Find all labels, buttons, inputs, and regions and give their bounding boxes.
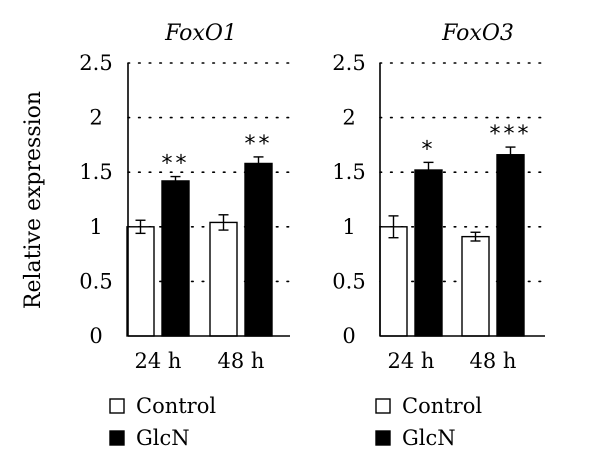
bar-control-24h bbox=[126, 226, 155, 337]
bar-control-48h bbox=[209, 221, 238, 337]
significance-label: * bbox=[422, 137, 436, 162]
significance-label: *** bbox=[490, 122, 532, 147]
bar-glcn-24h bbox=[161, 180, 190, 337]
y-tick-label: 2 bbox=[89, 106, 102, 130]
legend-label-glcn: GlcN bbox=[402, 426, 456, 450]
bar-control-48h bbox=[461, 235, 490, 337]
y-tick-label: 0.5 bbox=[79, 269, 112, 293]
category-label: 48 h bbox=[470, 349, 517, 373]
legend-label-control: Control bbox=[136, 394, 216, 418]
axes bbox=[127, 63, 290, 337]
bar-glcn-24h bbox=[414, 169, 443, 337]
legend-swatch-control bbox=[109, 398, 125, 414]
category-labels: 24 h 48 h bbox=[135, 349, 265, 373]
axes bbox=[379, 63, 545, 337]
y-tick-label: 0 bbox=[89, 324, 102, 348]
y-tick-label: 1 bbox=[342, 215, 355, 239]
panel-foxo3: FoxO3 00.511.522.5 **** 24 h 48 h Control… bbox=[332, 21, 546, 450]
bar-glcn-48h bbox=[496, 154, 525, 337]
category-label: 24 h bbox=[135, 349, 182, 373]
panel-title: FoxO3 bbox=[441, 21, 514, 46]
y-tick-labels: 0 0.5 1 1.5 2 2.5 bbox=[79, 51, 112, 348]
legend-swatch-glcn bbox=[109, 430, 125, 446]
category-label: 24 h bbox=[388, 349, 435, 373]
y-tick-label: 0 bbox=[342, 324, 355, 348]
bars: **** bbox=[379, 122, 532, 337]
legend-label-glcn: GlcN bbox=[136, 426, 190, 450]
panel-foxo1: FoxO1 Relative expression 0 0.5 1 1.5 2 2.5 *… bbox=[21, 21, 291, 450]
y-tick-label: 2.5 bbox=[79, 51, 112, 75]
y-tick-label: 1 bbox=[89, 215, 102, 239]
y-tick-label: 2 bbox=[342, 106, 355, 130]
bar-control-24h bbox=[379, 226, 408, 337]
panel-title: FoxO1 bbox=[164, 21, 237, 46]
y-tick-label: 1.5 bbox=[79, 160, 112, 184]
y-axis-label: Relative expression bbox=[21, 91, 46, 309]
significance-label: ** bbox=[162, 152, 190, 177]
significance-label: ** bbox=[245, 132, 273, 157]
y-tick-labels: 0 0.5 1 1.5 2 2.5 bbox=[332, 51, 365, 348]
legend-swatch-control bbox=[375, 398, 391, 414]
y-tick-label: 1.5 bbox=[332, 160, 365, 184]
legend: Control GlcN bbox=[109, 394, 216, 450]
category-labels: 24 h 48 h bbox=[388, 349, 517, 373]
y-tick-label: 0.5 bbox=[332, 269, 365, 293]
legend-label-control: Control bbox=[402, 394, 482, 418]
category-label: 48 h bbox=[218, 349, 265, 373]
legend-swatch-glcn bbox=[375, 430, 391, 446]
y-tick-label: 2.5 bbox=[332, 51, 365, 75]
bars: ** ** bbox=[126, 132, 273, 337]
legend: Control GlcN bbox=[375, 394, 482, 450]
bar-glcn-48h bbox=[244, 162, 273, 337]
